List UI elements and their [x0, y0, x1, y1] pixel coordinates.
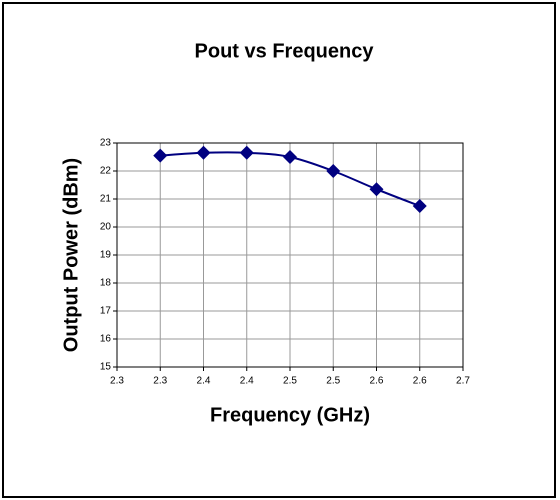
y-tick-label: 22	[100, 166, 112, 177]
x-tick-label: 2.7	[456, 376, 470, 387]
chart-title: Pout vs Frequency	[195, 40, 375, 62]
data-point	[153, 148, 168, 163]
y-tick-label: 23	[100, 138, 112, 149]
data-point	[239, 145, 254, 160]
y-tick-label: 17	[100, 306, 112, 317]
data-point	[369, 182, 384, 197]
y-tick-label: 18	[100, 278, 112, 289]
y-tick-label: 20	[100, 222, 112, 233]
data-point	[326, 164, 341, 178]
data-point	[412, 199, 427, 213]
plot-border	[116, 142, 464, 368]
x-tick-label: 2.3	[110, 376, 124, 387]
x-tick-label: 2.6	[370, 376, 384, 387]
x-tick-label: 2.3	[153, 376, 167, 387]
data-point	[196, 145, 211, 160]
x-tick-label: 2.4	[197, 376, 211, 387]
y-tick-label: 16	[100, 334, 112, 345]
x-tick-label: 2.6	[413, 376, 427, 387]
data-point	[283, 150, 297, 164]
x-axis-label: Frequency (GHz)	[210, 404, 370, 426]
y-axis-label: Output Power (dBm)	[60, 158, 82, 352]
x-tick-label: 2.5	[326, 376, 340, 387]
x-tick-label: 2.4	[240, 376, 254, 387]
y-tick-label: 15	[100, 362, 112, 373]
x-tick-label: 2.5	[283, 376, 297, 387]
y-tick-label: 19	[100, 250, 112, 261]
y-tick-label: 21	[100, 194, 112, 205]
